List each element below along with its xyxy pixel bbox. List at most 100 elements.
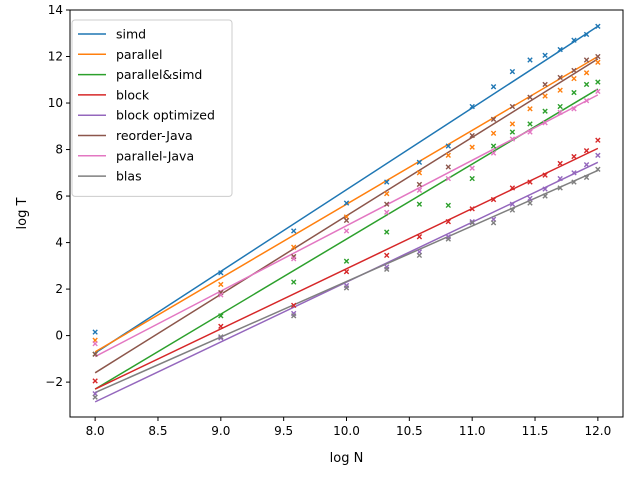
marker-block-optimized <box>571 170 577 176</box>
marker-block <box>343 268 350 275</box>
marker-parallel <box>571 75 577 82</box>
marker-block <box>595 137 601 143</box>
marker-parallel-java <box>218 292 224 298</box>
marker-blas <box>595 166 601 173</box>
legend-label-blas: blas <box>116 169 142 184</box>
marker-blas <box>527 200 533 206</box>
marker-parallel-java <box>416 187 423 193</box>
y-tick-label: 14 <box>48 3 63 17</box>
marker-parallel-simd <box>557 103 563 110</box>
marker-simd <box>595 23 601 29</box>
marker-simd <box>571 37 577 43</box>
marker-reorder-java <box>571 67 577 74</box>
legend-label-block-optimized: block optimized <box>116 108 215 123</box>
x-tick-label: 8.0 <box>86 424 105 438</box>
marker-parallel-simd <box>571 89 577 96</box>
marker-simd <box>469 103 475 110</box>
y-axis-label: log T <box>15 197 30 229</box>
marker-parallel-java <box>571 106 577 112</box>
marker-parallel-simd <box>343 258 350 264</box>
marker-block-optimized <box>583 161 590 168</box>
marker-block-optimized <box>557 175 563 182</box>
marker-blas <box>92 394 98 400</box>
marker-reorder-java <box>343 217 350 224</box>
marker-parallel-simd <box>595 79 601 85</box>
fit-line-parallel-java <box>94 94 599 358</box>
y-tick-label: 6 <box>55 189 63 203</box>
fit-line-reorder-java <box>94 58 599 374</box>
marker-reorder-java <box>527 94 533 100</box>
marker-blas <box>557 185 563 191</box>
marker-reorder-java <box>509 103 516 110</box>
marker-simd <box>343 200 350 206</box>
marker-parallel-simd <box>583 81 590 88</box>
legend-label-parallel-java: parallel-Java <box>116 148 194 163</box>
marker-simd <box>416 159 423 166</box>
legend-label-parallel: parallel <box>116 47 163 62</box>
x-tick-label: 9.5 <box>274 424 293 438</box>
marker-parallel <box>490 130 497 136</box>
marker-block <box>583 148 590 154</box>
data-markers <box>92 23 601 400</box>
y-tick-label: 8 <box>55 143 63 157</box>
marker-parallel-java <box>92 341 98 347</box>
marker-simd <box>291 228 297 234</box>
marker-simd <box>490 84 497 90</box>
fit-line-simd <box>94 25 599 354</box>
x-axis: 8.0 8.5 9.0 9.5 10.0 10.5 11.0 11.5 12.0 <box>86 417 612 438</box>
marker-block <box>445 218 451 225</box>
marker-blas <box>384 266 390 273</box>
x-tick-label: 11.0 <box>459 424 486 438</box>
marker-reorder-java <box>542 81 548 88</box>
y-tick-label: 12 <box>48 50 63 64</box>
marker-parallel-java <box>509 136 516 142</box>
marker-blas <box>571 179 577 185</box>
marker-block-optimized <box>542 186 548 192</box>
marker-blas <box>218 334 224 340</box>
marker-reorder-java <box>92 351 98 357</box>
marker-parallel <box>291 244 297 250</box>
y-tick-label: 10 <box>48 96 63 110</box>
marker-block-optimized <box>509 201 516 207</box>
marker-simd <box>583 31 590 38</box>
marker-block <box>571 153 577 160</box>
marker-blas <box>583 174 590 181</box>
x-tick-label: 12.0 <box>585 424 612 438</box>
marker-blas <box>291 313 297 319</box>
x-tick-label: 11.5 <box>522 424 549 438</box>
marker-block-optimized <box>218 335 224 341</box>
marker-block <box>542 172 548 178</box>
marker-block <box>92 378 98 384</box>
marker-parallel-java <box>291 256 297 262</box>
marker-block <box>557 160 563 167</box>
marker-parallel-simd <box>469 175 475 182</box>
marker-block <box>416 234 423 240</box>
marker-block <box>469 206 475 212</box>
x-tick-label: 10.5 <box>396 424 423 438</box>
marker-simd <box>92 329 98 335</box>
marker-simd <box>445 143 451 149</box>
marker-block <box>490 196 497 203</box>
marker-block-optimized <box>469 218 475 225</box>
marker-block <box>384 252 390 259</box>
marker-parallel <box>416 170 423 176</box>
marker-parallel-simd <box>218 313 224 319</box>
legend-label-block: block <box>116 87 150 102</box>
marker-simd <box>542 52 548 59</box>
legend-label-simd: simd <box>116 27 146 42</box>
marker-block <box>218 323 224 329</box>
marker-parallel-java <box>445 175 451 182</box>
marker-simd <box>509 68 516 75</box>
legend-label-reorder-java: reorder-Java <box>116 128 193 143</box>
y-tick-label: 4 <box>55 236 63 250</box>
marker-parallel-java <box>583 98 590 104</box>
marker-block <box>291 302 297 309</box>
marker-blas <box>469 220 475 226</box>
marker-parallel-java <box>595 88 601 95</box>
marker-simd <box>527 57 533 63</box>
marker-parallel-simd <box>490 143 497 149</box>
marker-parallel-simd <box>542 108 548 114</box>
legend-label-parallel-simd: parallel&simd <box>116 67 202 82</box>
marker-block-optimized <box>595 152 601 159</box>
